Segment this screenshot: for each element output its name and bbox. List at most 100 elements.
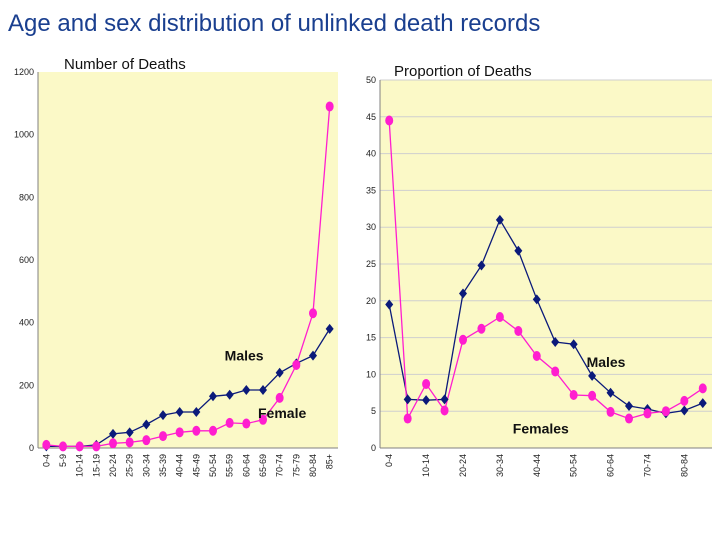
female-point bbox=[125, 437, 134, 448]
female-point bbox=[242, 418, 251, 429]
male-point bbox=[403, 394, 412, 405]
female-point bbox=[588, 390, 597, 401]
axes bbox=[37, 72, 338, 449]
female-point bbox=[92, 441, 101, 452]
male-point bbox=[680, 405, 689, 416]
y-tick-label: 1200 bbox=[14, 67, 34, 77]
female-point bbox=[606, 406, 615, 417]
x-tick-label: 10-14 bbox=[75, 454, 85, 477]
y-tick-label: 1000 bbox=[14, 130, 34, 140]
female-point bbox=[309, 308, 317, 319]
male-point bbox=[159, 410, 167, 421]
male-point bbox=[477, 260, 486, 271]
male-point bbox=[569, 339, 578, 350]
male-point bbox=[209, 391, 217, 402]
y-tick-label: 5 bbox=[371, 406, 376, 416]
female-point bbox=[422, 378, 431, 389]
y-tick-labels: 0 200 400 600 800 1000 1200 bbox=[14, 67, 34, 453]
female-point bbox=[59, 441, 67, 452]
x-tick-label: 15-19 bbox=[91, 454, 101, 477]
y-tick-label: 25 bbox=[366, 259, 376, 269]
x-tick-label: 35-39 bbox=[158, 454, 168, 477]
male-point bbox=[440, 394, 449, 405]
female-point bbox=[209, 425, 217, 436]
x-tick-label: 60-64 bbox=[241, 454, 251, 477]
female-point bbox=[698, 383, 707, 394]
female-point bbox=[643, 408, 652, 419]
slide-title: Age and sex distribution of unlinked dea… bbox=[8, 10, 541, 37]
x-tick-labels: 0-4 5-9 10-14 15-19 20-24 25-29 30-34 35-39 40-4… bbox=[41, 454, 334, 477]
x-tick-label: 40-44 bbox=[532, 454, 542, 477]
y-tick-label: 20 bbox=[366, 296, 376, 306]
x-tick-label: 55-59 bbox=[225, 454, 235, 477]
y-tick-label: 200 bbox=[19, 380, 34, 390]
male-point bbox=[309, 350, 317, 361]
y-tick-label: 0 bbox=[29, 443, 34, 453]
female-point bbox=[175, 427, 184, 438]
female-point bbox=[159, 431, 167, 442]
chart-title: Proportion of Deaths bbox=[394, 63, 532, 80]
male-point bbox=[606, 387, 615, 398]
male-point bbox=[175, 406, 184, 417]
x-tick-label: 85+ bbox=[325, 454, 335, 469]
x-tick-label: 0-4 bbox=[384, 454, 394, 467]
x-tick-label: 80-84 bbox=[679, 454, 689, 477]
chart-title: Number of Deaths bbox=[64, 56, 186, 73]
female-point bbox=[42, 439, 51, 450]
series-label-males: Males bbox=[225, 347, 264, 363]
male-point bbox=[698, 398, 707, 409]
x-tick-label: 60-64 bbox=[606, 454, 616, 477]
male-point bbox=[588, 370, 597, 381]
male-point bbox=[109, 428, 117, 439]
y-tick-label: 40 bbox=[366, 149, 376, 159]
y-tick-label: 35 bbox=[366, 185, 376, 195]
male-point bbox=[242, 385, 251, 396]
x-tick-label: 65-69 bbox=[258, 454, 268, 477]
male-point bbox=[459, 288, 467, 299]
female-point bbox=[551, 366, 560, 377]
female-point bbox=[459, 334, 467, 345]
x-tick-labels: 0-4 10-14 20-24 30-34 40-44 50-54 60-64 70-74 80… bbox=[384, 454, 689, 477]
male-point bbox=[142, 419, 151, 430]
female-point bbox=[532, 351, 541, 361]
female-point bbox=[259, 414, 267, 425]
female-point bbox=[142, 435, 151, 446]
female-point bbox=[569, 390, 578, 401]
x-tick-label: 40-44 bbox=[175, 454, 185, 477]
y-tick-label: 50 bbox=[366, 75, 376, 85]
female-point bbox=[403, 413, 412, 424]
x-tick-label: 30-34 bbox=[141, 454, 151, 477]
x-tick-label: 20-24 bbox=[458, 454, 468, 477]
male-point bbox=[422, 395, 431, 406]
y-tick-label: 800 bbox=[19, 192, 34, 202]
y-tick-label: 600 bbox=[19, 255, 34, 265]
female-point bbox=[514, 325, 523, 336]
axes bbox=[379, 80, 712, 449]
x-tick-label: 80-84 bbox=[308, 454, 318, 477]
female-point bbox=[680, 395, 689, 406]
x-tick-label: 70-74 bbox=[275, 454, 285, 477]
x-tick-label: 50-54 bbox=[208, 454, 218, 477]
male-point bbox=[532, 294, 541, 305]
x-tick-label: 45-49 bbox=[191, 454, 201, 477]
male-point bbox=[325, 323, 334, 334]
female-point bbox=[109, 438, 117, 449]
male-point bbox=[514, 245, 523, 256]
series-labels: Males Female bbox=[225, 347, 307, 421]
male-point bbox=[495, 214, 504, 225]
female-point bbox=[440, 405, 449, 416]
number-of-deaths-chart: Number of Deaths 0 200 400 600 800 1000 1200 0… bbox=[14, 56, 338, 477]
x-tick-label: 10-14 bbox=[421, 454, 431, 477]
female-point bbox=[225, 417, 234, 428]
female-point bbox=[75, 441, 84, 452]
x-tick-label: 50-54 bbox=[569, 454, 579, 477]
x-tick-label: 25-29 bbox=[125, 454, 135, 477]
series-markers bbox=[385, 115, 707, 424]
x-tick-label: 75-79 bbox=[291, 454, 301, 477]
male-point bbox=[275, 367, 284, 378]
series-labels: Males Females bbox=[513, 354, 626, 436]
male-point bbox=[225, 389, 234, 400]
female-point bbox=[495, 311, 504, 322]
x-tick-label: 0-4 bbox=[41, 454, 51, 467]
female-point bbox=[385, 115, 394, 126]
